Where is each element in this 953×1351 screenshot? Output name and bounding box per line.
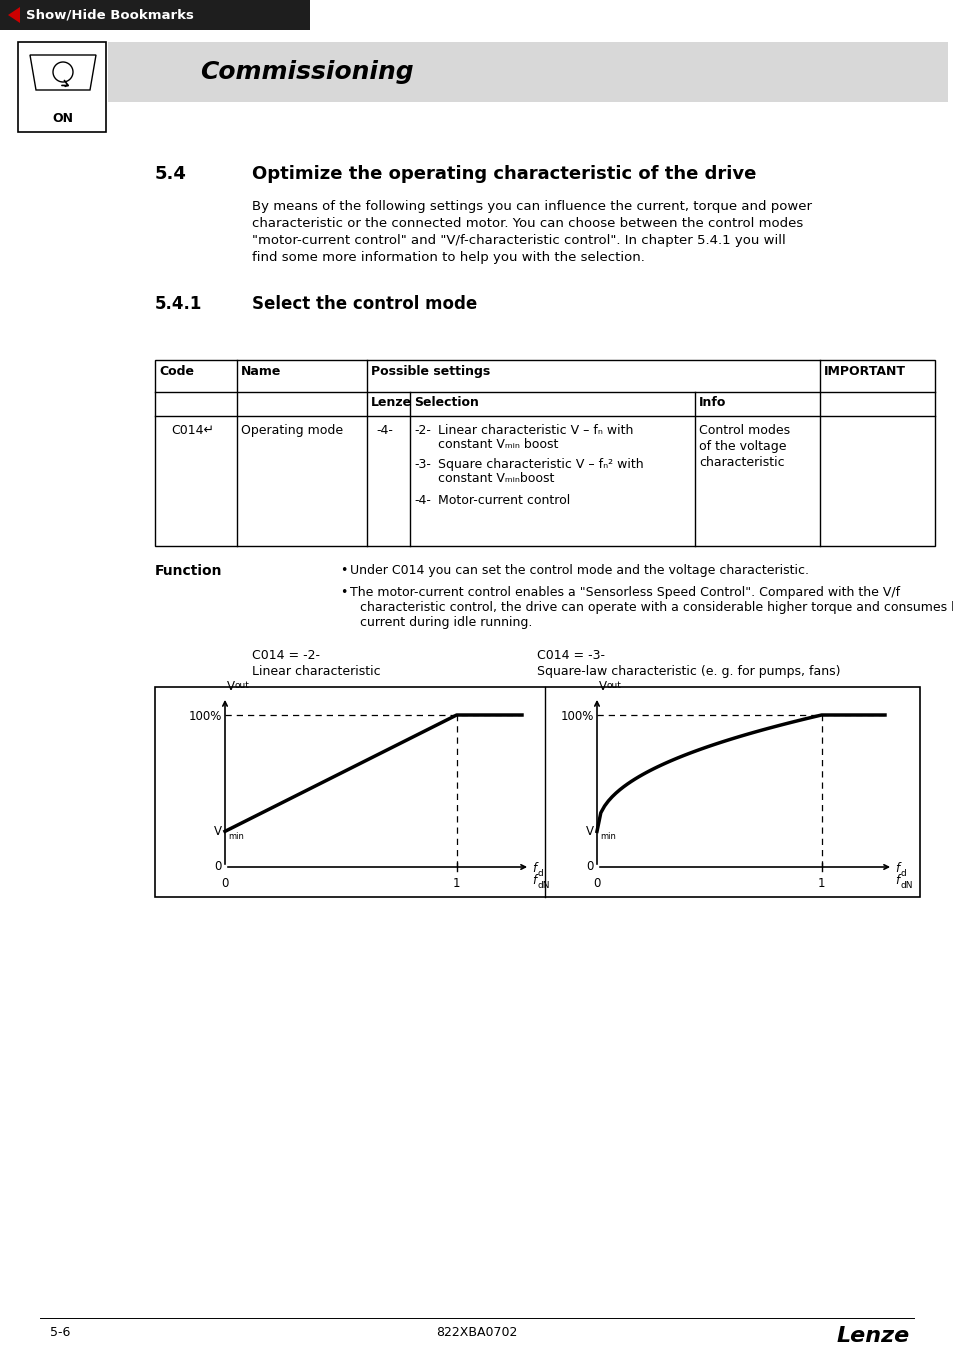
- Text: Code: Code: [159, 365, 193, 378]
- Text: min: min: [599, 832, 616, 840]
- Text: Info: Info: [699, 396, 725, 409]
- Text: 0: 0: [214, 861, 222, 874]
- Text: V: V: [213, 825, 222, 838]
- Text: C014 = -3-: C014 = -3-: [537, 648, 604, 662]
- Text: Select the control mode: Select the control mode: [252, 295, 476, 313]
- Bar: [154, 359, 934, 546]
- Text: out: out: [606, 681, 621, 689]
- Text: characteristic control, the drive can operate with a considerable higher torque : characteristic control, the drive can op…: [359, 601, 953, 613]
- Bar: [0, 0, 310, 30]
- Text: f: f: [532, 874, 536, 888]
- Text: 5.4: 5.4: [154, 165, 187, 182]
- Text: Operating mode: Operating mode: [241, 424, 343, 436]
- Text: d: d: [537, 870, 543, 878]
- Text: 1: 1: [817, 877, 824, 890]
- Text: characteristic: characteristic: [699, 457, 783, 469]
- Text: min: min: [228, 832, 244, 840]
- Bar: [154, 688, 919, 897]
- Text: -4-: -4-: [414, 494, 431, 507]
- Text: ON: ON: [52, 112, 73, 124]
- Text: find some more information to help you with the selection.: find some more information to help you w…: [252, 251, 644, 263]
- Text: characteristic or the connected motor. You can choose between the control modes: characteristic or the connected motor. Y…: [252, 218, 802, 230]
- Text: IMPORTANT: IMPORTANT: [823, 365, 905, 378]
- Text: constant Vₘᵢₙ boost: constant Vₘᵢₙ boost: [437, 438, 558, 451]
- Polygon shape: [8, 7, 20, 23]
- Text: 100%: 100%: [560, 711, 594, 724]
- Polygon shape: [30, 55, 96, 91]
- Text: "motor-current control" and "V/f-characteristic control". In chapter 5.4.1 you w: "motor-current control" and "V/f-charact…: [252, 234, 785, 247]
- Text: 100%: 100%: [189, 711, 222, 724]
- Text: Control modes: Control modes: [699, 424, 789, 436]
- Text: 822XBA0702: 822XBA0702: [436, 1325, 517, 1339]
- Text: 1: 1: [453, 877, 460, 890]
- Text: Under C014 you can set the control mode and the voltage characteristic.: Under C014 you can set the control mode …: [350, 563, 808, 577]
- Text: 0: 0: [221, 877, 229, 890]
- Text: •: •: [339, 563, 347, 577]
- Text: Square characteristic V – fₙ² with: Square characteristic V – fₙ² with: [437, 458, 643, 471]
- Bar: [18, 42, 106, 132]
- Text: constant Vₘᵢₙboost: constant Vₘᵢₙboost: [437, 471, 554, 485]
- Text: Show/Hide Bookmarks: Show/Hide Bookmarks: [26, 8, 193, 22]
- Text: -3-: -3-: [414, 458, 431, 471]
- Text: Name: Name: [241, 365, 281, 378]
- Text: 0: 0: [593, 877, 600, 890]
- Text: Function: Function: [154, 563, 222, 578]
- Text: C014 = -2-: C014 = -2-: [252, 648, 319, 662]
- Text: dN: dN: [900, 881, 913, 890]
- Text: dN: dN: [537, 881, 550, 890]
- Text: -4-: -4-: [376, 424, 393, 436]
- Text: of the voltage: of the voltage: [699, 440, 785, 453]
- Text: 5.4.1: 5.4.1: [154, 295, 202, 313]
- Text: By means of the following settings you can influence the current, torque and pow: By means of the following settings you c…: [252, 200, 811, 213]
- Text: d: d: [900, 870, 905, 878]
- Text: Lenze: Lenze: [836, 1325, 909, 1346]
- Text: Commissioning: Commissioning: [200, 59, 414, 84]
- Text: Possible settings: Possible settings: [371, 365, 490, 378]
- Text: Square-law characteristic (e. g. for pumps, fans): Square-law characteristic (e. g. for pum…: [537, 665, 840, 678]
- Text: Linear characteristic V – fₙ with: Linear characteristic V – fₙ with: [437, 424, 633, 436]
- Text: f: f: [894, 862, 898, 875]
- Text: 5-6: 5-6: [50, 1325, 71, 1339]
- Text: f: f: [894, 874, 898, 888]
- Text: V: V: [227, 681, 234, 693]
- Text: V: V: [598, 681, 606, 693]
- Text: Lenze: Lenze: [371, 396, 412, 409]
- Text: •: •: [339, 586, 347, 598]
- Text: -2-: -2-: [414, 424, 431, 436]
- Text: Optimize the operating characteristic of the drive: Optimize the operating characteristic of…: [252, 165, 756, 182]
- Text: Selection: Selection: [414, 396, 478, 409]
- Text: f: f: [532, 862, 536, 875]
- Bar: [108, 42, 947, 101]
- Text: Motor-current control: Motor-current control: [437, 494, 570, 507]
- Text: 0: 0: [586, 861, 594, 874]
- Text: C014↵: C014↵: [172, 424, 214, 436]
- Text: Linear characteristic: Linear characteristic: [252, 665, 380, 678]
- Text: current during idle running.: current during idle running.: [359, 616, 532, 630]
- Text: out: out: [234, 681, 250, 689]
- Text: V: V: [585, 825, 594, 838]
- Text: The motor-current control enables a "Sensorless Speed Control". Compared with th: The motor-current control enables a "Sen…: [350, 586, 900, 598]
